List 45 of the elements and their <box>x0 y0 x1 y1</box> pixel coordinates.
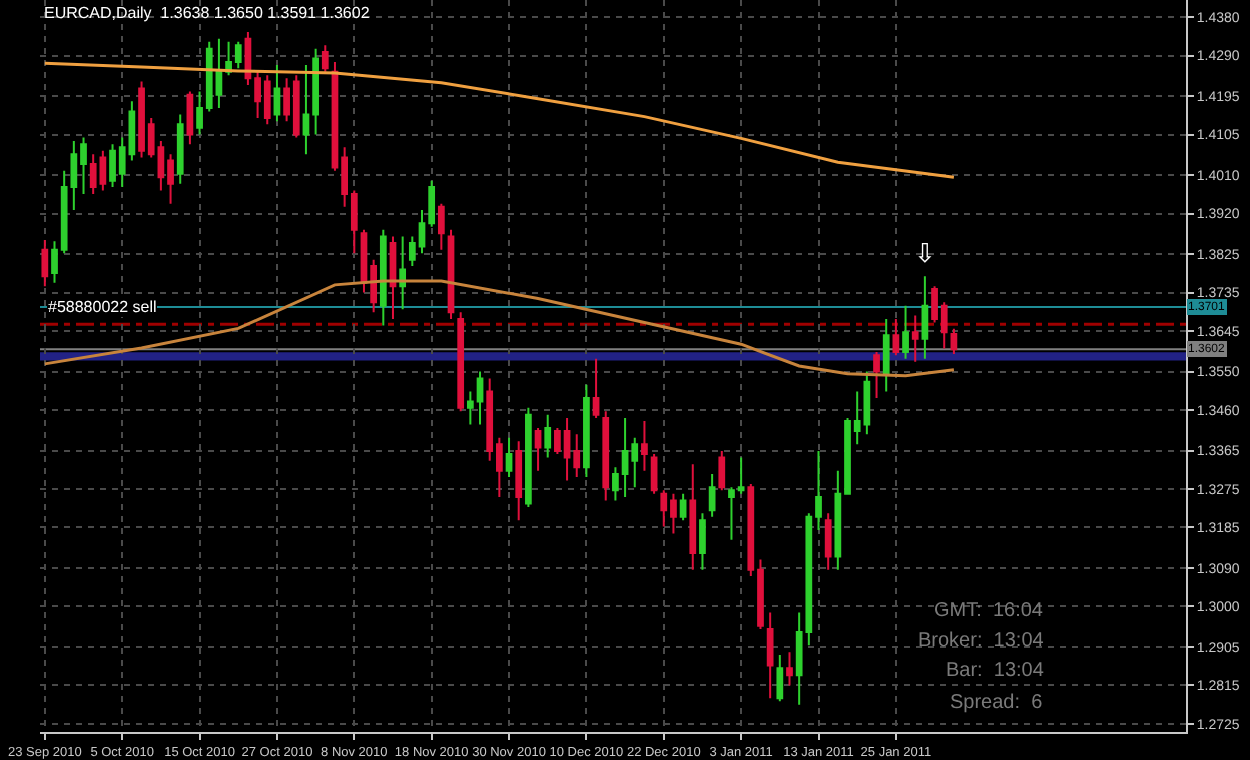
candlestick <box>379 228 387 327</box>
candlestick <box>766 611 774 700</box>
candlestick <box>824 512 832 571</box>
annotation: Broker: 13:04 <box>918 630 1045 652</box>
candlestick <box>544 413 552 459</box>
candlestick <box>437 202 445 251</box>
candlestick <box>602 410 610 502</box>
candlestick <box>882 318 890 393</box>
candlestick <box>708 473 716 518</box>
line-series <box>43 61 956 179</box>
candlestick <box>41 239 49 288</box>
candlestick <box>641 420 648 472</box>
annotation: Bar: 13:04 <box>946 660 1045 682</box>
candlestick <box>505 436 513 479</box>
candlestick <box>911 314 919 363</box>
candlestick <box>399 235 407 311</box>
candlestick <box>525 406 532 508</box>
candlestick <box>583 383 590 479</box>
candlestick <box>699 512 706 571</box>
annotation: GMT: 16:04 <box>934 600 1044 622</box>
candlestick <box>186 90 194 146</box>
candlestick <box>176 113 184 185</box>
candlestick <box>457 311 465 413</box>
chart-title: EURCAD,Daily 1.3638 1.3650 1.3591 1.3602 <box>44 4 371 22</box>
annotation: ⇩ <box>914 240 936 270</box>
candlestick <box>776 654 784 703</box>
candlestick <box>786 651 793 687</box>
candlestick <box>902 304 909 360</box>
candlestick <box>921 275 929 360</box>
candlestick <box>534 426 542 472</box>
candlestick <box>679 492 687 522</box>
candlestick <box>321 44 329 73</box>
ref-line-label: #58880022 sell <box>48 298 157 316</box>
line-series <box>43 279 956 378</box>
candlestick <box>873 350 880 400</box>
candlestick <box>273 63 281 123</box>
candlestick <box>515 440 523 522</box>
candlestick <box>650 452 658 495</box>
candlestick <box>892 318 900 357</box>
annotation: Spread: 6 <box>950 692 1044 714</box>
candlestick <box>592 357 600 420</box>
candlestick <box>689 463 697 571</box>
candlestick <box>389 235 397 321</box>
candlestick <box>718 449 726 492</box>
candlestick <box>950 327 958 356</box>
